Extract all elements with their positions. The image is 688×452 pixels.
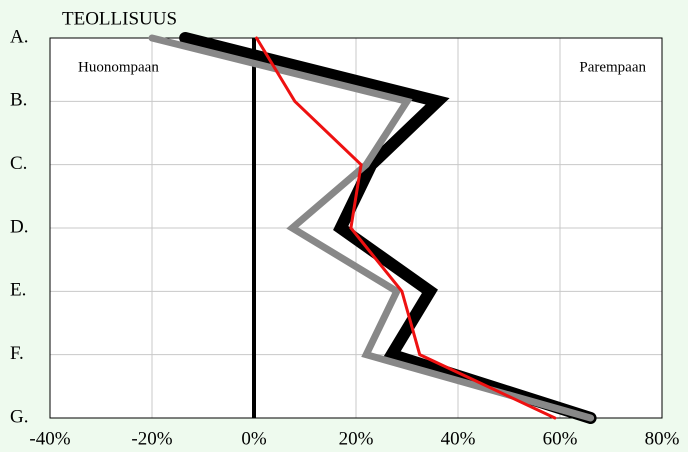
y-tick-label: E. bbox=[10, 280, 26, 301]
x-tick-label: 0% bbox=[241, 428, 267, 449]
annotation: Huonompaan bbox=[78, 59, 159, 75]
x-tick-label: 20% bbox=[339, 428, 374, 449]
plot-border bbox=[49, 37, 663, 419]
x-tick-label: -20% bbox=[131, 428, 172, 449]
x-tick-label: -40% bbox=[29, 428, 70, 449]
y-tick-label: B. bbox=[10, 90, 27, 111]
y-tick-label: G. bbox=[10, 406, 28, 427]
x-tick-label: 80% bbox=[645, 428, 680, 449]
series-line bbox=[179, 32, 597, 424]
y-tick-label: C. bbox=[10, 153, 27, 174]
y-tick-label: D. bbox=[10, 216, 28, 237]
x-tick-label: 40% bbox=[441, 428, 476, 449]
series-line bbox=[148, 34, 595, 422]
series-line bbox=[255, 36, 557, 420]
chart-title: TEOLLISUUS bbox=[62, 8, 177, 29]
y-tick-label: A. bbox=[10, 26, 28, 47]
annotation: Parempaan bbox=[579, 59, 646, 75]
x-tick-label: 60% bbox=[543, 428, 578, 449]
y-tick-label: F. bbox=[10, 343, 24, 364]
